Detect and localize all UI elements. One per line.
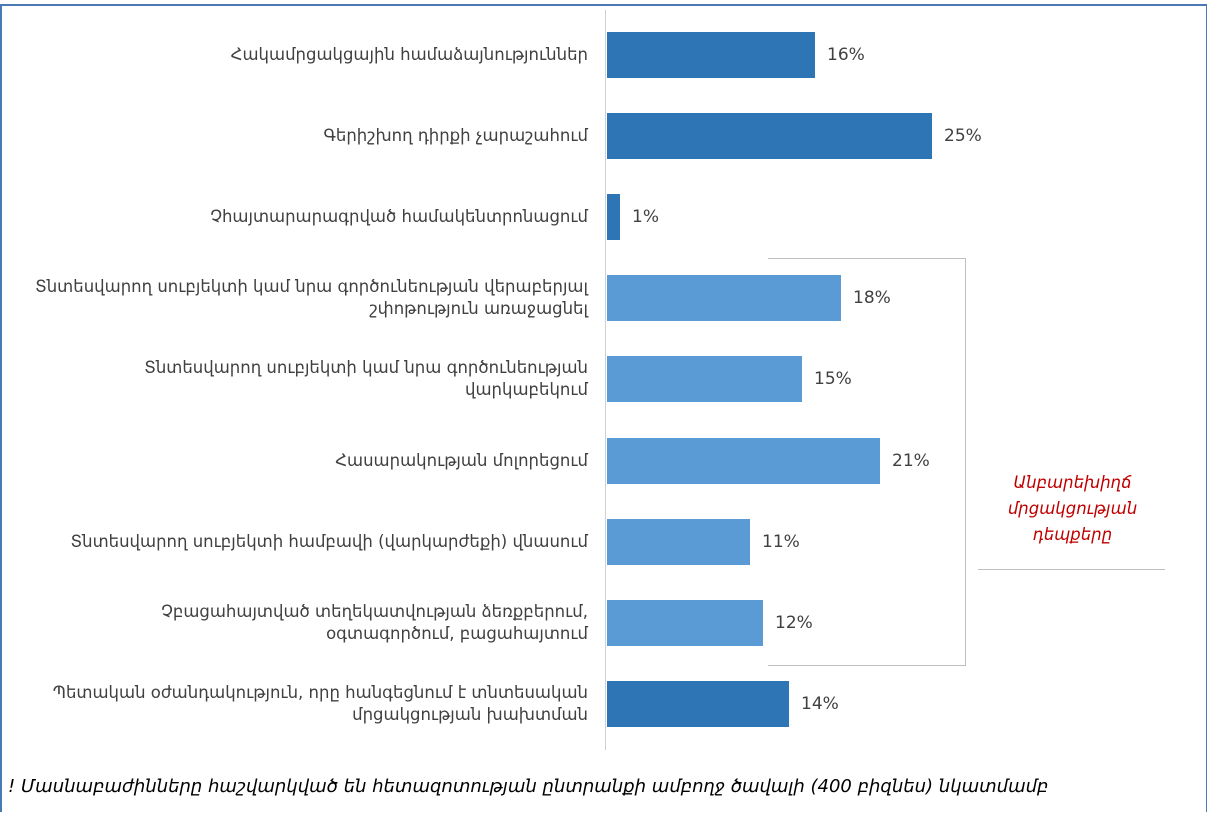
category-label: Տնտեսվարող սուբյեկտի կամ նրա գործունեութ…	[144, 358, 588, 400]
annotation: Անբարեխիղճ մրցակցության դեպքերը	[1007, 473, 1138, 544]
category-label: Գերիշխող դիրքի չարաշահում	[323, 126, 588, 146]
value-label: 25%	[944, 126, 982, 147]
category-label: Տնտեսվարող սուբյեկտի համբավի (վարկարժեքի…	[70, 531, 588, 551]
value-label: 1%	[632, 207, 659, 228]
bracket	[965, 258, 966, 666]
bar	[607, 437, 880, 484]
frame	[0, 4, 1207, 812]
bar	[607, 599, 763, 646]
footnote: ! Մասնաբաժինները հաշվարկված են հետազոտու…	[8, 776, 1049, 797]
bar	[607, 275, 841, 322]
value-label: 18%	[853, 288, 891, 309]
bar	[607, 356, 802, 403]
value-label: 14%	[801, 693, 839, 714]
bar	[607, 680, 789, 727]
value-label: 12%	[775, 612, 813, 633]
value-label: 16%	[827, 45, 865, 65]
value-label: 15%	[814, 369, 852, 390]
category-label: Տնտեսվարող սուբյեկտի կամ նրա գործունեութ…	[35, 277, 588, 319]
bracket	[768, 258, 965, 259]
bar	[607, 518, 750, 565]
category-label: Չհայտարարագրված համակենտրոնացում	[210, 207, 588, 227]
category-label: Չբացահայտված տեղեկատվության ձեռքբերում, …	[161, 601, 588, 643]
category-label: Պետական օժանդակություն, որը հանգեցնում է…	[52, 682, 588, 724]
bar	[607, 194, 620, 241]
category-label: Հակամրցակցային համաձայնություններ	[230, 45, 588, 64]
value-label: 21%	[892, 450, 930, 471]
bracket	[978, 569, 1165, 570]
category-label: Հասարակության մոլորեցում	[335, 450, 588, 470]
bar	[607, 113, 932, 160]
bar	[607, 32, 815, 78]
value-label: 11%	[762, 531, 800, 552]
bracket	[768, 665, 965, 666]
axis-line	[605, 10, 606, 750]
